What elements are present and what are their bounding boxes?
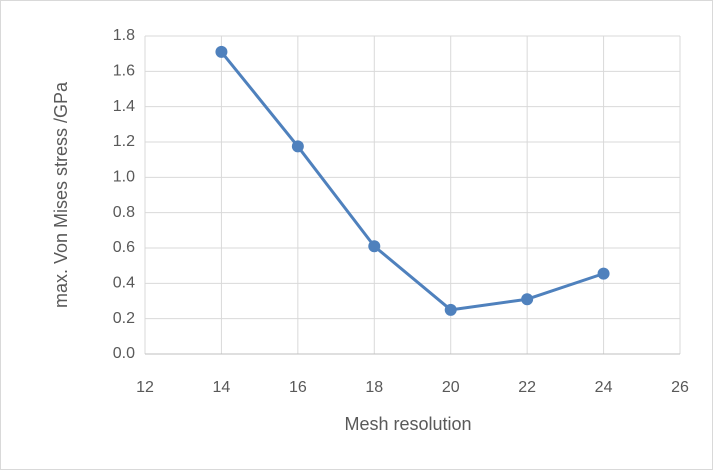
- y-tick-label: 1.6: [113, 63, 135, 80]
- y-tick-label: 0.4: [113, 275, 135, 292]
- y-tick-label: 1.8: [113, 27, 135, 44]
- x-tick-label: 22: [518, 379, 536, 396]
- data-point: [368, 240, 381, 253]
- y-tick-label: 0.8: [113, 204, 135, 221]
- data-point: [597, 267, 610, 280]
- y-tick-label: 0.2: [113, 310, 135, 327]
- y-tick-label: 1.4: [113, 98, 135, 115]
- x-tick-label: 14: [213, 379, 231, 396]
- x-tick-label: 20: [442, 379, 460, 396]
- x-tick-label: 16: [289, 379, 307, 396]
- data-point: [215, 45, 228, 58]
- x-tick-label: 12: [136, 379, 154, 396]
- data-point: [521, 293, 534, 306]
- series-line: [220, 50, 605, 312]
- x-tick-label: 18: [365, 379, 383, 396]
- y-axis-label: max. Von Mises stress /GPa: [51, 81, 71, 308]
- data-point: [444, 303, 457, 316]
- y-tick-label: 0.6: [113, 239, 135, 256]
- y-tick-label: 0.0: [113, 345, 135, 362]
- data-point: [291, 140, 304, 153]
- y-tick-label: 1.0: [113, 169, 135, 186]
- y-tick-label: 1.2: [113, 133, 135, 150]
- x-tick-label: 26: [671, 379, 689, 396]
- x-tick-label: 24: [595, 379, 613, 396]
- x-axis-label: Mesh resolution: [344, 414, 471, 434]
